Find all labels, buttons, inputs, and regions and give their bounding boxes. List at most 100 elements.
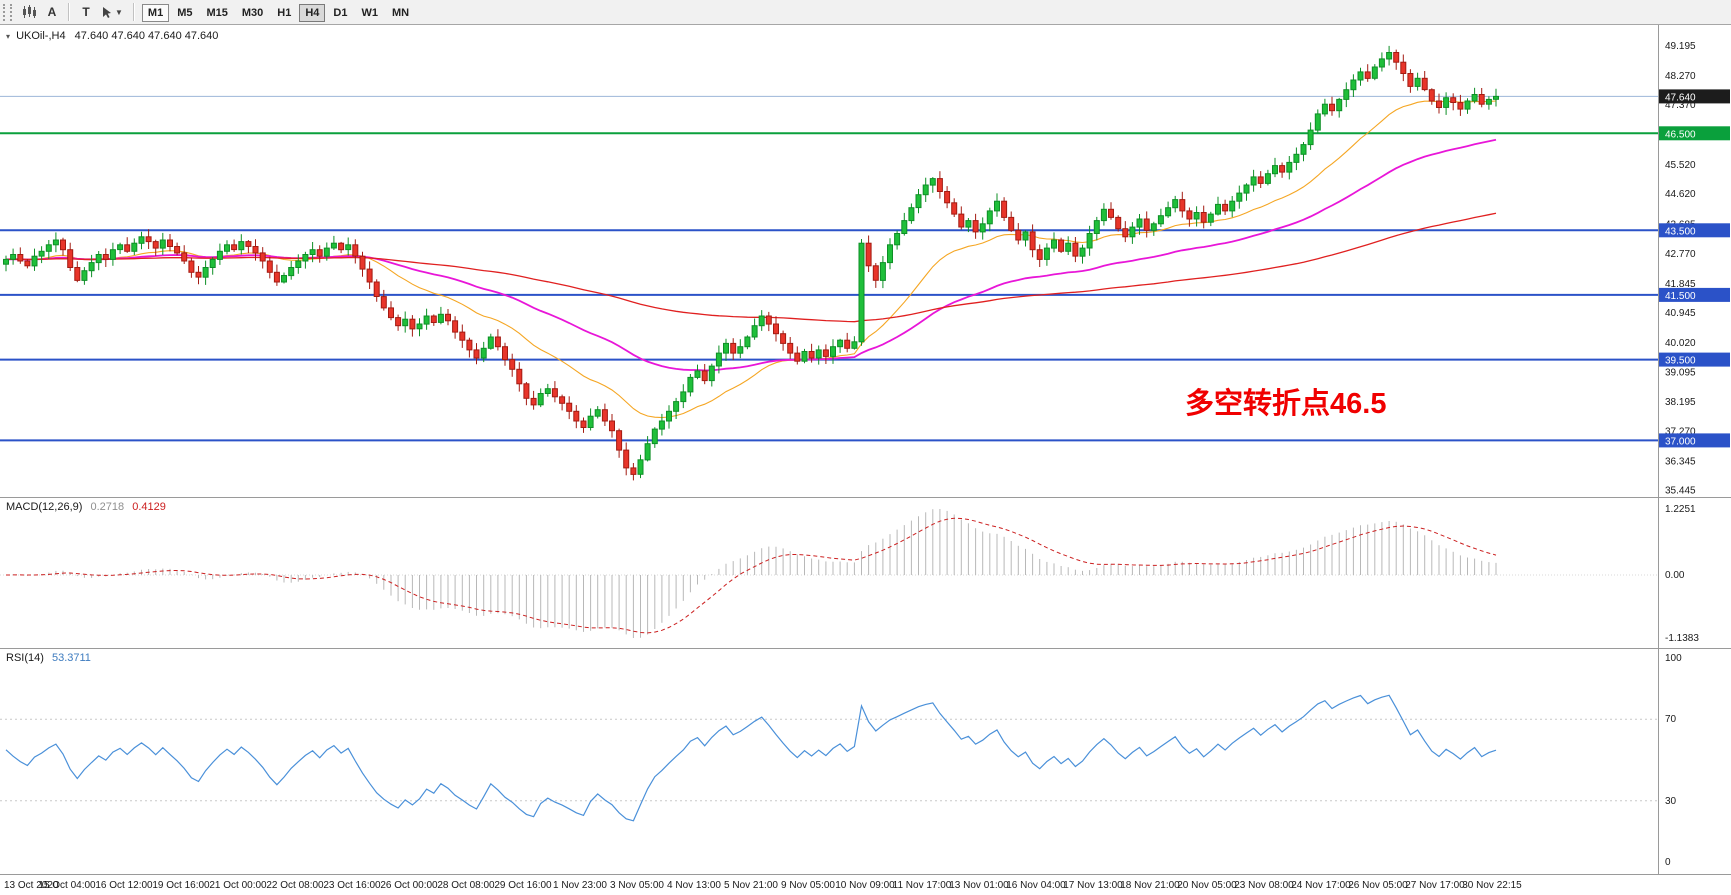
- svg-text:5 Nov 21:00: 5 Nov 21:00: [724, 880, 778, 891]
- svg-text:15 Oct 04:00: 15 Oct 04:00: [38, 880, 96, 891]
- svg-text:3 Nov 05:00: 3 Nov 05:00: [610, 880, 664, 891]
- svg-text:13 Oct 2020: 13 Oct 2020: [4, 880, 59, 891]
- macd-label: MACD(12,26,9) 0.2718 0.4129: [6, 501, 166, 513]
- svg-text:-1.1383: -1.1383: [1665, 633, 1699, 644]
- svg-text:18 Nov 21:00: 18 Nov 21:00: [1120, 880, 1180, 891]
- ma-slow-line[interactable]: [5, 212, 1497, 323]
- timeframe-W1[interactable]: W1: [355, 4, 384, 22]
- svg-text:40.020: 40.020: [1665, 338, 1696, 349]
- rsi-label: RSI(14) 53.3711: [6, 652, 91, 664]
- svg-text:43.500: 43.500: [1665, 226, 1696, 237]
- svg-text:1.2251: 1.2251: [1665, 504, 1696, 515]
- svg-text:36.345: 36.345: [1665, 457, 1696, 468]
- macd-signal-value: 0.4129: [132, 501, 166, 513]
- svg-text:45.520: 45.520: [1665, 160, 1696, 171]
- chart-type-button[interactable]: [18, 2, 40, 22]
- timeframe-M5[interactable]: M5: [171, 4, 198, 22]
- svg-text:13 Nov 01:00: 13 Nov 01:00: [949, 880, 1009, 891]
- timeframe-M30[interactable]: M30: [236, 4, 269, 22]
- symbol-name: UKOil-,H4: [16, 30, 66, 42]
- cursor-tool-button[interactable]: A: [42, 2, 62, 22]
- svg-text:1 Nov 23:00: 1 Nov 23:00: [553, 880, 607, 891]
- chevron-down-icon: ▼: [115, 7, 123, 17]
- svg-text:47.640: 47.640: [1665, 92, 1696, 103]
- rsi-value: 53.3711: [51, 652, 91, 664]
- chart-annotation[interactable]: 多空转折点46.5: [1185, 388, 1387, 420]
- timeframe-M15[interactable]: M15: [200, 4, 233, 22]
- rsi-line: [5, 694, 1497, 822]
- svg-text:9 Nov 05:00: 9 Nov 05:00: [781, 880, 835, 891]
- svg-text:26 Oct 00:00: 26 Oct 00:00: [380, 880, 438, 891]
- timeframe-H1[interactable]: H1: [271, 4, 297, 22]
- svg-text:100: 100: [1665, 653, 1682, 664]
- svg-text:41.500: 41.500: [1665, 291, 1696, 302]
- price-tag-39.500: 39.500: [1659, 352, 1730, 367]
- price-tag-46.500: 46.500: [1659, 126, 1730, 141]
- svg-text:30: 30: [1665, 796, 1677, 807]
- svg-text:0.00: 0.00: [1665, 570, 1685, 581]
- svg-text:26 Nov 05:00: 26 Nov 05:00: [1348, 880, 1408, 891]
- cursor-arrow-icon: [102, 6, 113, 19]
- svg-text:23 Nov 08:00: 23 Nov 08:00: [1234, 880, 1294, 891]
- svg-text:10 Nov 09:00: 10 Nov 09:00: [835, 880, 895, 891]
- svg-text:39.500: 39.500: [1665, 356, 1696, 367]
- text-tool-button[interactable]: T: [76, 2, 96, 22]
- macd-histogram: [12, 509, 1497, 638]
- rsi-name: RSI(14): [6, 652, 44, 664]
- draw-tool-button[interactable]: ▼: [98, 2, 127, 22]
- toolbar: A T ▼ M1 M5 M15 M30 H1 H4 D1 W1 MN: [0, 0, 1731, 25]
- svg-text:38.195: 38.195: [1665, 397, 1696, 408]
- svg-text:0: 0: [1665, 857, 1671, 868]
- svg-text:39.095: 39.095: [1665, 368, 1696, 379]
- svg-text:46.500: 46.500: [1665, 129, 1696, 140]
- toolbar-grip[interactable]: [3, 3, 12, 21]
- candles: [3, 45, 1499, 481]
- svg-text:21 Oct 00:00: 21 Oct 00:00: [209, 880, 267, 891]
- svg-text:16 Nov 04:00: 16 Nov 04:00: [1006, 880, 1066, 891]
- svg-text:29 Oct 16:00: 29 Oct 16:00: [494, 880, 552, 891]
- price-tag-41.500: 41.500: [1659, 287, 1730, 302]
- svg-text:27 Nov 17:00: 27 Nov 17:00: [1405, 880, 1465, 891]
- svg-text:23 Oct 16:00: 23 Oct 16:00: [323, 880, 381, 891]
- svg-text:35.445: 35.445: [1665, 486, 1696, 497]
- ma-medium-line[interactable]: [5, 138, 1497, 372]
- svg-text:16 Oct 12:00: 16 Oct 12:00: [95, 880, 153, 891]
- svg-text:30 Nov 22:15: 30 Nov 22:15: [1462, 880, 1522, 891]
- timeframe-M1[interactable]: M1: [141, 3, 170, 22]
- symbol-header: ▾ UKOil-,H4 47.640 47.640 47.640 47.640: [6, 30, 218, 42]
- symbol-dropdown-icon[interactable]: ▾: [6, 32, 11, 41]
- svg-text:4 Nov 13:00: 4 Nov 13:00: [667, 880, 721, 891]
- svg-text:41.845: 41.845: [1665, 279, 1696, 290]
- timeframe-D1[interactable]: D1: [327, 4, 353, 22]
- svg-text:37.000: 37.000: [1665, 436, 1696, 447]
- price-tag-43.500: 43.500: [1659, 223, 1730, 238]
- macd-signal-line: [5, 517, 1497, 634]
- svg-text:49.195: 49.195: [1665, 41, 1696, 52]
- toolbar-separator: [68, 3, 70, 21]
- macd-name: MACD(12,26,9): [6, 501, 83, 513]
- svg-text:47.370: 47.370: [1665, 100, 1696, 111]
- svg-text:20 Nov 05:00: 20 Nov 05:00: [1177, 880, 1237, 891]
- svg-text:70: 70: [1665, 714, 1677, 725]
- svg-text:42.770: 42.770: [1665, 249, 1696, 260]
- svg-text:17 Nov 13:00: 17 Nov 13:00: [1063, 880, 1123, 891]
- timeframe-H4[interactable]: H4: [299, 3, 326, 22]
- svg-text:22 Oct 08:00: 22 Oct 08:00: [266, 880, 324, 891]
- toolbar-separator: [132, 3, 135, 21]
- svg-text:11 Nov 17:00: 11 Nov 17:00: [893, 880, 952, 891]
- svg-text:37.270: 37.270: [1665, 427, 1696, 438]
- svg-text:48.270: 48.270: [1665, 71, 1696, 82]
- candlestick-chart-icon: [22, 5, 36, 19]
- svg-text:24 Nov 17:00: 24 Nov 17:00: [1291, 880, 1351, 891]
- bid-price-tag: 47.640: [1659, 89, 1730, 104]
- timeframe-MN[interactable]: MN: [386, 4, 415, 22]
- chart-background[interactable]: [0, 25, 1731, 895]
- svg-text:40.945: 40.945: [1665, 308, 1696, 319]
- symbol-ohlc: 47.640 47.640 47.640 47.640: [74, 30, 219, 42]
- svg-text:44.620: 44.620: [1665, 189, 1696, 200]
- svg-text:19 Oct 16:00: 19 Oct 16:00: [152, 880, 210, 891]
- macd-main-value: 0.2718: [90, 501, 125, 513]
